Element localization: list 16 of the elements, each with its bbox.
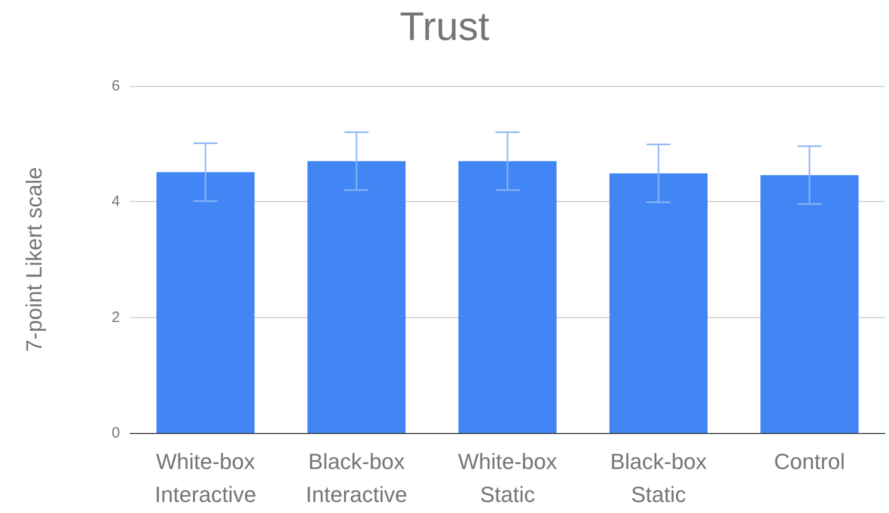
y-tick-label: 2 — [112, 308, 120, 326]
y-tick-label: 6 — [112, 78, 120, 94]
x-tick-label: Black-box Interactive — [306, 449, 408, 507]
bar — [609, 173, 708, 433]
x-tick-label: Control — [774, 449, 845, 474]
bar — [760, 175, 859, 433]
x-tick-label: White-box Interactive — [154, 449, 256, 507]
bar — [156, 172, 255, 433]
x-tick-label: White-box Static — [458, 449, 558, 507]
chart-title: Trust — [400, 5, 490, 49]
x-tick-label: Black-box Static — [610, 449, 707, 507]
bar — [307, 161, 406, 433]
bar — [458, 161, 557, 433]
y-tick-label: 4 — [112, 193, 120, 210]
y-tick-label: 0 — [112, 424, 120, 442]
y-axis-title: 7-point Likert scale — [22, 167, 46, 352]
